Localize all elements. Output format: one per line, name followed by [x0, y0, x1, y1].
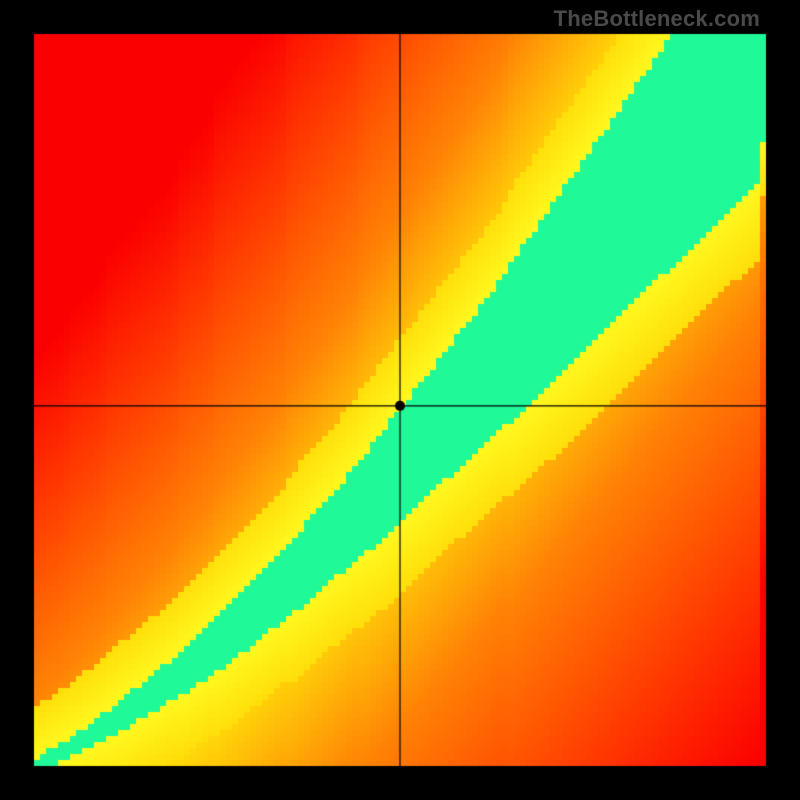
- bottleneck-heatmap: [0, 0, 800, 800]
- chart-container: TheBottleneck.com: [0, 0, 800, 800]
- watermark-text: TheBottleneck.com: [554, 6, 760, 32]
